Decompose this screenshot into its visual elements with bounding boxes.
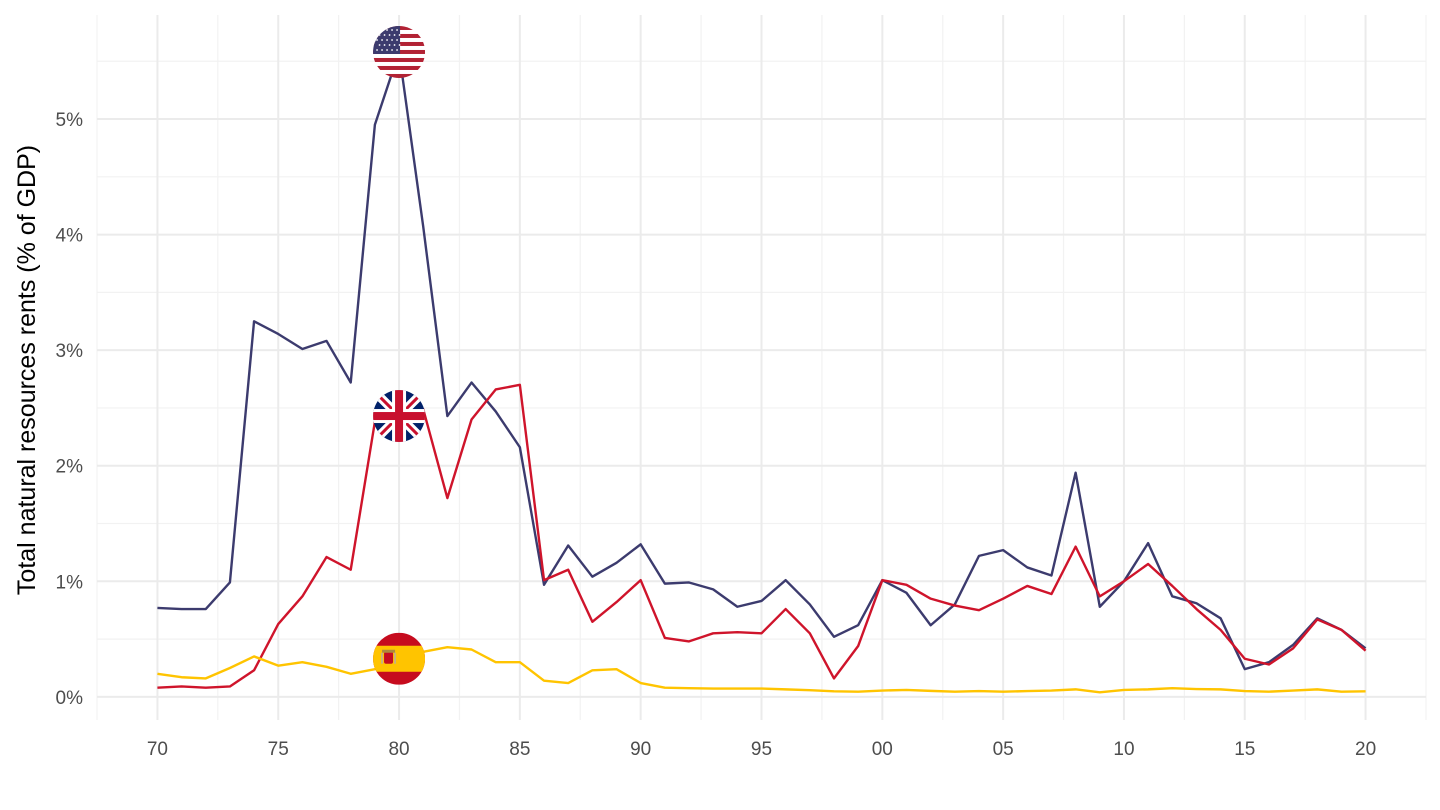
y-tick-label: 0% — [56, 688, 84, 709]
x-tick-label: 70 — [147, 739, 168, 760]
x-tick-label: 90 — [630, 739, 651, 760]
x-tick-label: 80 — [388, 739, 409, 760]
y-axis-title: Total natural resources rents (% of GDP) — [13, 145, 41, 595]
y-tick-label: 2% — [56, 457, 84, 478]
y-tick-label: 1% — [56, 572, 84, 593]
x-tick-label: 85 — [509, 739, 530, 760]
series-lines — [157, 50, 1367, 694]
x-tick-label: 05 — [993, 739, 1014, 760]
es-flag-icon — [373, 632, 426, 685]
series-flags — [373, 25, 426, 685]
y-tick-label: 5% — [56, 110, 84, 131]
y-tick-label: 3% — [56, 341, 84, 362]
x-tick-label: 95 — [751, 739, 772, 760]
y-axis-ticks: 0% 1% 2% 3% 4% 5% — [56, 110, 84, 709]
x-tick-label: 15 — [1234, 739, 1255, 760]
grid — [96, 15, 1427, 720]
x-tick-label: 10 — [1113, 739, 1134, 760]
x-tick-label: 75 — [268, 739, 289, 760]
x-axis-ticks: 70 75 80 85 90 95 00 05 10 15 20 — [147, 739, 1376, 760]
x-tick-label: 20 — [1355, 739, 1376, 760]
y-tick-label: 4% — [56, 226, 84, 247]
series-line-es — [157, 645, 1366, 694]
x-tick-label: 00 — [872, 739, 893, 760]
uk-flag-icon — [373, 390, 426, 443]
series-line-uk — [157, 383, 1367, 689]
us-flag-icon — [373, 25, 426, 78]
